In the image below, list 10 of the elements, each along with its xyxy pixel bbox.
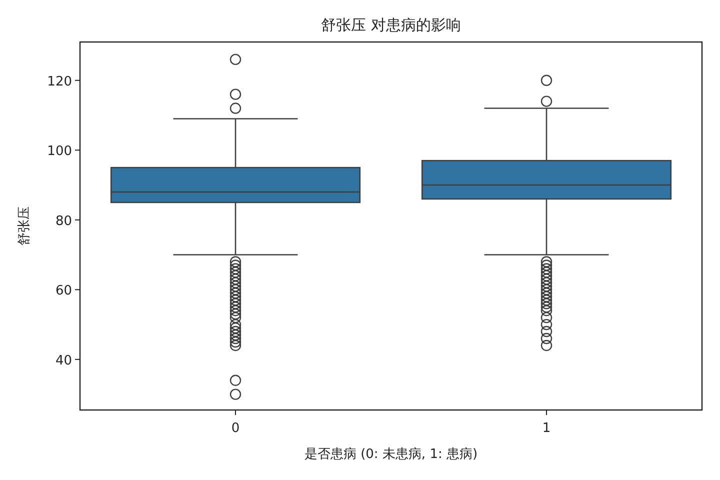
x-tick-label: 0 bbox=[231, 421, 240, 436]
chart-title: 舒张压 对患病的影响 bbox=[321, 16, 461, 34]
y-tick-label: 100 bbox=[47, 144, 72, 160]
y-tick-label: 120 bbox=[47, 74, 72, 90]
x-tick-label: 1 bbox=[542, 421, 551, 436]
y-tick-label: 80 bbox=[55, 214, 72, 229]
x-axis-title: 是否患病 (0: 未患病, 1: 患病) bbox=[304, 447, 478, 462]
y-tick-label: 40 bbox=[55, 353, 72, 368]
y-tick-label: 60 bbox=[55, 284, 72, 299]
y-axis-title: 舒张压 bbox=[17, 206, 32, 246]
